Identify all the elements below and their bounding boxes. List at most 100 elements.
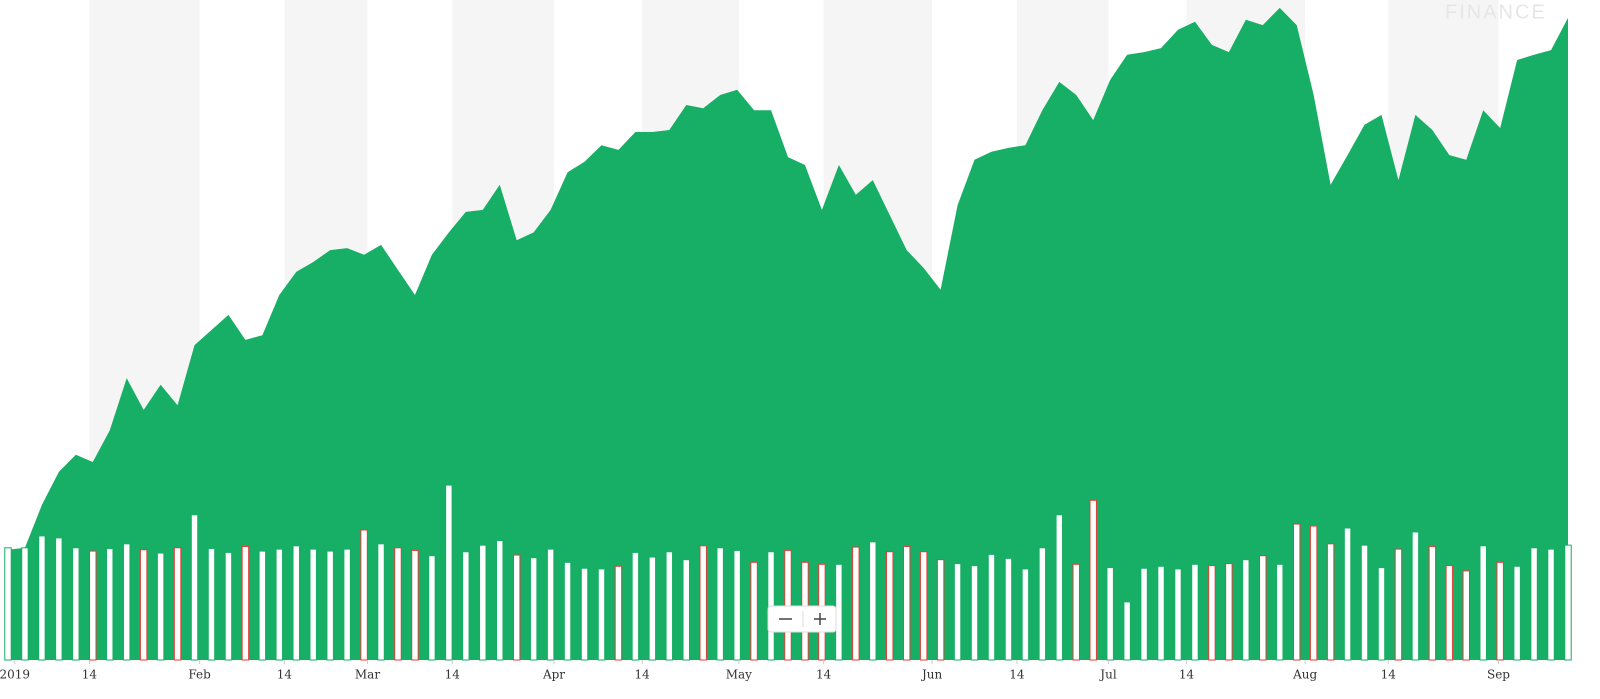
volume-bar — [852, 546, 860, 661]
volume-bar — [1377, 567, 1386, 661]
volume-bar — [1462, 570, 1470, 661]
volume-bar — [869, 541, 877, 661]
volume-bar — [1564, 544, 1572, 661]
x-tick-label: 14 — [445, 668, 461, 682]
volume-bar — [4, 547, 12, 661]
watermark: FINANCE — [1445, 1, 1547, 23]
volume-bar — [580, 567, 589, 661]
volume-bar — [89, 550, 97, 661]
x-tick-label: 14 — [635, 668, 651, 682]
volume-bar — [1055, 514, 1064, 661]
volume-bar — [750, 561, 758, 661]
volume-bar — [546, 548, 555, 661]
volume-bar — [1123, 601, 1131, 661]
volume-bar — [309, 548, 317, 661]
volume-bar — [1089, 499, 1097, 661]
volume-bar — [275, 548, 284, 661]
volume-bar — [326, 550, 334, 661]
zoom-box — [767, 605, 837, 633]
volume-bar — [733, 549, 741, 661]
zoom-in-button[interactable] — [814, 613, 826, 625]
volume-bar — [1326, 543, 1335, 661]
volume-bar — [631, 551, 640, 661]
volume-bar — [1174, 568, 1182, 661]
volume-bar — [563, 561, 572, 661]
volume-bar — [936, 559, 945, 661]
volume-bar — [597, 568, 606, 661]
x-tick-label: May — [726, 668, 752, 682]
x-tick-label: 2019 — [0, 668, 30, 682]
volume-bar — [1530, 547, 1538, 661]
volume-bar — [1428, 545, 1437, 661]
x-tick-label: 14 — [1009, 668, 1025, 682]
volume-bar — [886, 551, 894, 661]
volume-bar — [72, 547, 80, 661]
volume-bar — [377, 543, 385, 661]
volume-bar — [38, 535, 46, 661]
volume-bar — [1479, 545, 1487, 661]
volume-bar — [139, 549, 148, 661]
x-tick-label: 14 — [82, 668, 98, 682]
volume-bar — [1276, 563, 1284, 661]
volume-bar — [529, 557, 538, 661]
volume-bar — [190, 514, 199, 661]
volume-bar — [1242, 559, 1250, 661]
x-tick-label: 14 — [816, 668, 832, 682]
volume-bar — [207, 547, 216, 661]
x-tick-label: Apr — [542, 668, 565, 682]
volume-bar — [445, 484, 453, 661]
volume-bar — [1513, 565, 1521, 661]
volume-bar — [682, 559, 690, 661]
volume-bars — [4, 484, 1572, 661]
volume-bar — [699, 545, 707, 661]
volume-bar — [1225, 563, 1233, 661]
volume-bar — [835, 563, 843, 661]
volume-bar — [241, 545, 250, 661]
volume-bar — [919, 551, 928, 661]
volume-bar — [21, 547, 29, 661]
volume-bar — [360, 529, 368, 661]
volume-bar — [1343, 527, 1352, 661]
volume-bar — [55, 537, 63, 661]
volume-bar — [1004, 557, 1013, 661]
x-tick-label: Jun — [920, 668, 943, 682]
x-tick-label: 14 — [1381, 668, 1397, 682]
volume-bar — [292, 545, 300, 661]
volume-bar — [1157, 565, 1165, 661]
volume-bar — [156, 552, 165, 661]
volume-bar — [411, 549, 419, 661]
volume-bar — [462, 551, 470, 661]
volume-bar — [784, 549, 792, 661]
volume-bar — [1038, 547, 1047, 661]
x-tick-label: 14 — [277, 668, 293, 682]
volume-bar — [1496, 561, 1504, 661]
volume-bar — [512, 554, 521, 661]
volume-bar — [1445, 565, 1454, 661]
volume-bar — [106, 547, 114, 661]
volume-bar — [716, 547, 724, 661]
volume-bar — [1191, 563, 1199, 661]
volume-bar — [1072, 563, 1080, 661]
volume-bar — [665, 551, 674, 661]
volume-bar — [496, 540, 504, 661]
volume-bar — [1021, 568, 1030, 661]
volume-bar — [428, 555, 436, 661]
x-tick-label: 14 — [1179, 668, 1195, 682]
volume-bar — [122, 543, 131, 661]
volume-bar — [902, 545, 911, 661]
x-tick-label: Aug — [1292, 668, 1317, 682]
volume-bar — [648, 556, 657, 661]
x-tick-label: Mar — [355, 668, 380, 682]
volume-bar — [224, 551, 233, 661]
x-axis: 2019 14 Feb 14 Mar 14 Apr 14 May 14 Jun 14 Jul 14 Aug 1… — [0, 660, 1510, 682]
volume-bar — [173, 547, 182, 661]
volume-bar — [1140, 567, 1148, 661]
volume-bar — [1208, 565, 1216, 661]
volume-bar — [987, 553, 996, 661]
volume-bar — [1547, 548, 1555, 661]
volume-bar — [258, 550, 267, 661]
volume-bar — [1309, 525, 1318, 661]
volume-bar — [479, 544, 487, 661]
volume-bar — [1360, 544, 1369, 661]
